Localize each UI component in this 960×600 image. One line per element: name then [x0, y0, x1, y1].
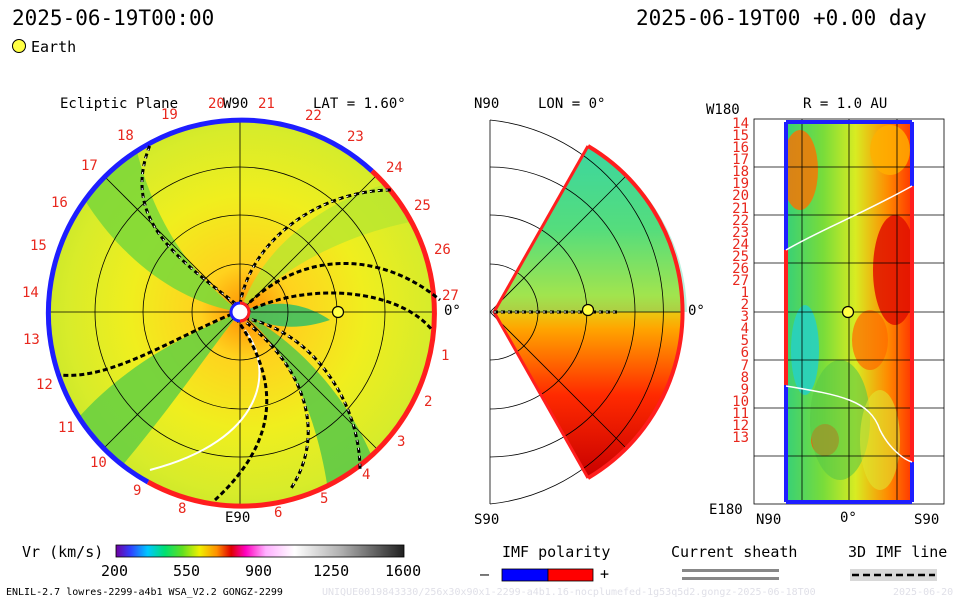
carrington-18: 18 [117, 128, 134, 144]
carrington-22: 22 [305, 108, 322, 124]
ecliptic-lat-label: LAT = 1.60° [313, 96, 406, 112]
earth-marker-ecliptic [331, 305, 345, 319]
colorbar-tick-1250: 1250 [313, 562, 350, 580]
carrington-3: 3 [397, 434, 406, 450]
imf-plus-label: + [600, 565, 610, 583]
carrington-26: 26 [434, 242, 451, 258]
carrington-12: 12 [36, 377, 53, 393]
r-surface-plot [753, 118, 945, 505]
ecliptic-bottom-label: E90 [225, 510, 251, 526]
carrington-20: 20 [208, 96, 225, 112]
carrington-8: 8 [178, 501, 187, 517]
carrington-23: 23 [347, 129, 364, 145]
earth-marker-meridional [581, 303, 595, 317]
right-timestamp: 2025-06-19T00 +0.00 day [636, 6, 927, 30]
colorbar-tick-200: 200 [101, 562, 129, 580]
colorbar-tick-550: 550 [173, 562, 201, 580]
r-panel-x-right: S90 [914, 512, 940, 528]
earth-marker-r-panel [841, 305, 855, 319]
ecliptic-top-label: W90 [223, 96, 249, 112]
carrington-16: 16 [51, 195, 68, 211]
r-panel-x-left: N90 [756, 512, 782, 528]
colorbar-tick-900: 900 [245, 562, 273, 580]
colorbar-tick-1600: 1600 [385, 562, 422, 580]
colorbar-label: Vr (km/s) [22, 543, 104, 561]
carrington-1: 1 [441, 348, 450, 364]
ecliptic-title: Ecliptic Plane [60, 96, 179, 112]
carrington-11: 11 [58, 420, 75, 436]
imf-polarity-title: IMF polarity [502, 543, 611, 561]
ecliptic-plane-plot [45, 117, 441, 509]
r-panel-bottom-left: E180 [709, 502, 743, 518]
carrington-14: 14 [22, 285, 39, 301]
imf-line-swatch-bg [850, 569, 937, 581]
model-info: ENLIL-2.7 lowres-2299-a4b1 WSA_V2.2 GONG… [6, 587, 283, 598]
meridional-plane-plot [489, 119, 687, 505]
imf-line-title: 3D IMF line [848, 543, 948, 561]
r-panel-title: R = 1.0 AU [803, 96, 888, 112]
r-panel-x-mid: 0° [840, 510, 857, 526]
vr-colorbar [115, 544, 405, 558]
run-id: UNIQUE0019843330/256x30x90x1-2299-a4b1.1… [322, 587, 816, 598]
meridional-top-left: N90 [474, 96, 500, 112]
imf-positive-swatch [547, 568, 594, 582]
earth-legend-label: Earth [31, 38, 77, 56]
carrington-10: 10 [90, 455, 107, 471]
carrington-21: 21 [258, 96, 275, 112]
earth-legend-marker [12, 39, 26, 53]
imf-negative-swatch [501, 568, 549, 582]
carrington-9: 9 [133, 483, 142, 499]
carrington-2: 2 [424, 394, 433, 410]
left-timestamp: 2025-06-19T00:00 [12, 6, 215, 30]
carrington-19: 19 [161, 107, 178, 123]
carrington-27: 27 [442, 288, 459, 304]
current-sheath-swatch-1 [682, 569, 779, 572]
ecliptic-right-label: 0° [444, 303, 461, 319]
meridional-bottom-left: S90 [474, 512, 500, 528]
current-sheath-title: Current sheath [671, 543, 798, 561]
meridional-title: LON = 0° [538, 96, 606, 112]
meridional-right-label: 0° [688, 303, 705, 319]
carrington-5: 5 [320, 491, 329, 507]
carrington-15: 15 [30, 238, 47, 254]
imf-minus-label: – [480, 565, 490, 583]
carrington-13: 13 [23, 332, 40, 348]
carrington-4: 4 [362, 467, 371, 483]
run-date: 2025-06-20 [893, 587, 954, 598]
carrington-25: 25 [414, 198, 431, 214]
carrington-6: 6 [274, 505, 283, 521]
carrington-24: 24 [386, 160, 403, 176]
current-sheath-swatch-2 [682, 577, 779, 580]
carrington-17: 17 [81, 158, 98, 174]
r-panel-top-left: W180 [706, 102, 740, 118]
